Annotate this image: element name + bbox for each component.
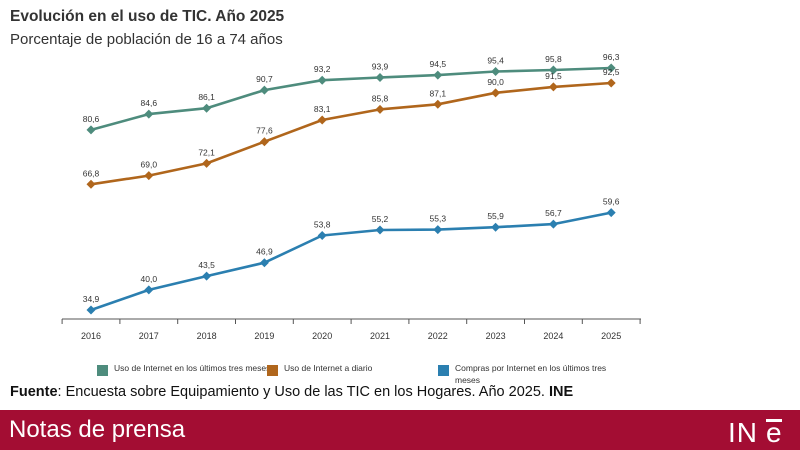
footer-bar: Notas de prensa IN e [0, 410, 800, 450]
data-label-uso-de-internet-a-diario-2017: 69,0 [141, 160, 158, 170]
x-tick-label-2023: 2023 [486, 331, 506, 341]
x-tick-label-2020: 2020 [312, 331, 332, 341]
data-label-compras-por-internet-en-los-ultimos-tres-meses-2021: 55,2 [372, 214, 389, 224]
data-label-uso-de-internet-a-diario-2020: 83,1 [314, 104, 331, 114]
data-point-uso-de-internet-en-los-ultimos-tres-meses-2025 [606, 63, 616, 73]
data-point-uso-de-internet-a-diario-2022 [433, 99, 443, 109]
series-line-uso-de-internet-a-diario [90, 81, 612, 186]
data-label-uso-de-internet-a-diario-2025: 92,5 [603, 67, 620, 77]
data-point-uso-de-internet-en-los-ultimos-tres-meses-2016 [86, 125, 96, 135]
source-text: : Encuesta sobre Equipamiento y Uso de l… [57, 384, 549, 400]
x-tick-label-2019: 2019 [254, 331, 274, 341]
x-tick-label-2018: 2018 [197, 331, 217, 341]
data-label-compras-por-internet-en-los-ultimos-tres-meses-2018: 43,5 [198, 260, 215, 270]
data-point-compras-por-internet-en-los-ultimos-tres-meses-2025 [606, 208, 616, 218]
data-label-uso-de-internet-a-diario-2021: 85,8 [372, 93, 389, 103]
data-point-uso-de-internet-a-diario-2021 [375, 104, 385, 114]
legend-label-internet-tres-meses: Uso de Internet en los últimos tres mese… [114, 363, 271, 373]
data-label-uso-de-internet-en-los-ultimos-tres-meses-2020: 93,2 [314, 64, 331, 74]
data-label-compras-por-internet-en-los-ultimos-tres-meses-2025: 59,6 [603, 197, 620, 207]
data-label-uso-de-internet-a-diario-2018: 72,1 [198, 147, 215, 157]
data-point-uso-de-internet-en-los-ultimos-tres-meses-2021 [375, 72, 385, 82]
series-line-uso-de-internet-en-los-ultimos-tres-meses [90, 66, 612, 132]
data-point-uso-de-internet-en-los-ultimos-tres-meses-2024 [548, 65, 558, 75]
ine-logo: IN e [728, 417, 782, 445]
x-tick-label-2025: 2025 [601, 331, 621, 341]
data-label-uso-de-internet-en-los-ultimos-tres-meses-2018: 86,1 [198, 92, 215, 102]
series-line-compras-por-internet-en-los-ultimos-tres-meses [90, 211, 612, 312]
legend-item-compras: Compras por Internet en los últimos tres… [438, 362, 615, 386]
data-label-compras-por-internet-en-los-ultimos-tres-meses-2020: 53,8 [314, 220, 331, 230]
chart-title: Evolución en el uso de TIC. Año 2025 [10, 8, 285, 25]
data-label-compras-por-internet-en-los-ultimos-tres-meses-2022: 55,3 [430, 214, 447, 224]
legend-swatch-internet-tres-meses [97, 365, 108, 376]
data-point-compras-por-internet-en-los-ultimos-tres-meses-2021 [375, 225, 385, 235]
data-point-uso-de-internet-a-diario-2024 [548, 82, 558, 92]
data-label-uso-de-internet-en-los-ultimos-tres-meses-2025: 96,3 [603, 52, 620, 62]
x-tick-label-2016: 2016 [81, 331, 101, 341]
data-point-uso-de-internet-a-diario-2016 [86, 179, 96, 189]
data-point-compras-por-internet-en-los-ultimos-tres-meses-2023 [491, 222, 501, 232]
data-label-uso-de-internet-en-los-ultimos-tres-meses-2019: 90,7 [256, 74, 273, 84]
data-point-uso-de-internet-en-los-ultimos-tres-meses-2018 [202, 103, 212, 113]
data-label-uso-de-internet-a-diario-2016: 66,8 [83, 168, 100, 178]
source-note: Fuente: Encuesta sobre Equipamiento y Us… [10, 384, 573, 400]
data-point-uso-de-internet-a-diario-2017 [144, 171, 154, 181]
legend-item-internet-diario: Uso de Internet a diario [267, 362, 424, 376]
data-label-uso-de-internet-a-diario-2022: 87,1 [430, 88, 447, 98]
data-label-uso-de-internet-a-diario-2024: 91,5 [545, 71, 562, 81]
data-label-uso-de-internet-en-los-ultimos-tres-meses-2024: 95,8 [545, 54, 562, 64]
legend-swatch-internet-diario [267, 365, 278, 376]
data-point-compras-por-internet-en-los-ultimos-tres-meses-2020 [317, 231, 327, 241]
data-point-uso-de-internet-a-diario-2019 [259, 137, 269, 147]
data-point-uso-de-internet-en-los-ultimos-tres-meses-2017 [144, 109, 154, 119]
data-point-compras-por-internet-en-los-ultimos-tres-meses-2016 [86, 305, 96, 315]
data-point-uso-de-internet-en-los-ultimos-tres-meses-2023 [491, 67, 501, 77]
data-label-uso-de-internet-en-los-ultimos-tres-meses-2016: 80,6 [83, 114, 100, 124]
svg-text:IN: IN [728, 417, 758, 445]
data-point-compras-por-internet-en-los-ultimos-tres-meses-2019 [259, 258, 269, 268]
data-point-uso-de-internet-a-diario-2020 [317, 115, 327, 125]
legend-item-internet-tres-meses: Uso de Internet en los últimos tres mese… [97, 362, 274, 376]
data-point-uso-de-internet-a-diario-2023 [491, 88, 501, 98]
legend-label-internet-diario: Uso de Internet a diario [284, 363, 373, 373]
data-label-uso-de-internet-en-los-ultimos-tres-meses-2022: 94,5 [430, 59, 447, 69]
data-point-uso-de-internet-en-los-ultimos-tres-meses-2020 [317, 75, 327, 85]
data-point-uso-de-internet-a-diario-2025 [606, 78, 616, 88]
data-point-compras-por-internet-en-los-ultimos-tres-meses-2018 [202, 271, 212, 281]
legend-label-compras: Compras por Internet en los últimos tres… [455, 363, 607, 385]
x-tick-label-2022: 2022 [428, 331, 448, 341]
data-label-compras-por-internet-en-los-ultimos-tres-meses-2024: 56,7 [545, 208, 562, 218]
data-label-uso-de-internet-en-los-ultimos-tres-meses-2023: 95,4 [487, 56, 504, 66]
data-point-uso-de-internet-en-los-ultimos-tres-meses-2019 [259, 85, 269, 95]
source-label: Fuente [10, 384, 58, 400]
svg-text:e: e [766, 417, 782, 445]
x-tick-label-2021: 2021 [370, 331, 390, 341]
data-point-compras-por-internet-en-los-ultimos-tres-meses-2024 [548, 219, 558, 229]
data-label-compras-por-internet-en-los-ultimos-tres-meses-2019: 46,9 [256, 247, 273, 257]
data-label-uso-de-internet-a-diario-2019: 77,6 [256, 126, 273, 136]
chart-subtitle: Porcentaje de población de 16 a 74 años [10, 31, 283, 48]
data-label-compras-por-internet-en-los-ultimos-tres-meses-2023: 55,9 [487, 211, 504, 221]
x-tick-label-2024: 2024 [543, 331, 563, 341]
source-org: INE [548, 384, 574, 400]
data-label-uso-de-internet-en-los-ultimos-tres-meses-2021: 93,9 [372, 61, 389, 71]
data-point-compras-por-internet-en-los-ultimos-tres-meses-2022 [433, 225, 443, 235]
x-tick-label-2017: 2017 [139, 331, 159, 341]
data-point-uso-de-internet-en-los-ultimos-tres-meses-2022 [433, 70, 443, 80]
legend-swatch-compras [438, 365, 449, 376]
line-chart: 2016 2017 2018 2019 2020 2021 2022 2023 2024 2025… [61, 52, 641, 341]
data-label-uso-de-internet-en-los-ultimos-tres-meses-2017: 84,6 [141, 98, 158, 108]
data-label-compras-por-internet-en-los-ultimos-tres-meses-2017: 40,0 [141, 274, 158, 284]
data-point-uso-de-internet-a-diario-2018 [202, 158, 212, 168]
data-label-uso-de-internet-a-diario-2023: 90,0 [487, 77, 504, 87]
data-point-compras-por-internet-en-los-ultimos-tres-meses-2017 [144, 285, 154, 295]
footer-title: Notas de prensa [9, 416, 186, 443]
data-label-compras-por-internet-en-los-ultimos-tres-meses-2016: 34,9 [83, 294, 100, 304]
